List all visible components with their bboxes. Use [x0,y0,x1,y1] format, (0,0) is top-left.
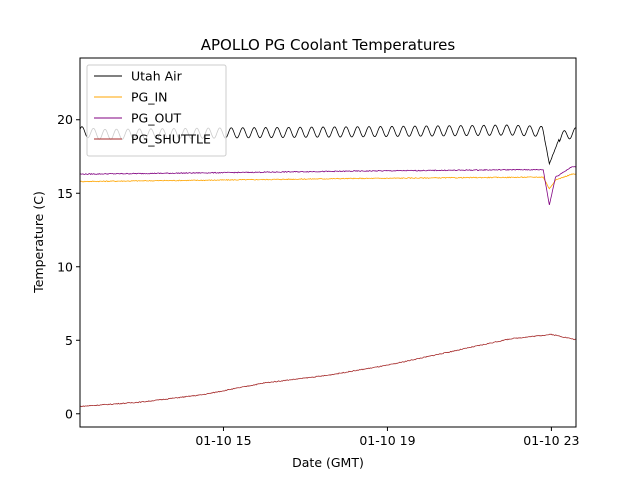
y-tick-label: 5 [65,333,73,348]
series-line-utah-air [80,124,576,166]
legend-box [86,64,227,157]
series-layer [80,124,576,408]
y-tick-label: 15 [57,186,73,201]
y-axis-label: Temperature (C) [31,191,46,294]
legend: Utah Air PG_IN PG_OUT PG_SHUTTLE [86,64,227,157]
y-tick-label: 10 [57,259,73,274]
series-line-pg-shuttle [80,333,576,408]
legend-label: PG_IN [131,90,168,105]
legend-label: PG_OUT [131,111,181,126]
x-axis-label: Date (GMT) [292,455,364,470]
legend-label: PG_SHUTTLE [131,132,211,147]
x-tick-label: 01-10 19 [359,433,415,448]
series-line-pg-out [80,166,576,205]
y-tick-label: 20 [57,112,73,127]
legend-label: Utah Air [131,69,183,84]
plot-frame [79,57,577,428]
x-tick-label: 01-10 23 [523,433,579,448]
chart-title: APOLLO PG Coolant Temperatures [201,36,456,54]
x-tick-label: 01-10 15 [195,433,251,448]
y-tick-label: 0 [65,406,73,421]
series-line-pg-in [80,173,576,190]
